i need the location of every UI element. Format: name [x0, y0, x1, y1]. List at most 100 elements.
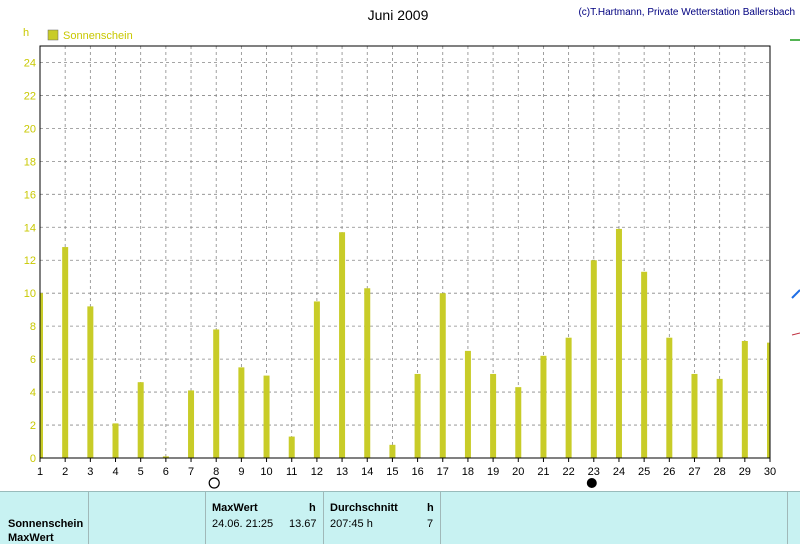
y-tick-label: 0 [30, 453, 36, 465]
stats-separator [88, 492, 89, 544]
bar-day-20 [515, 387, 522, 458]
bar-day-28 [716, 378, 723, 458]
x-tick-label: 28 [714, 466, 726, 478]
bar-day-12 [313, 301, 320, 458]
x-tick-labels: 1 2 3 4 5 6 7 8 9 10 11 12 13 14 15 16 17 18 19 20 21 22 23 24 2… [37, 458, 776, 478]
bar-day-7 [188, 390, 195, 458]
x-tick-label: 1 [37, 466, 43, 478]
y-tick-label: 18 [24, 156, 36, 168]
stats-row-label-maxwert: MaxWert [8, 532, 54, 544]
y-tick-label: 12 [24, 255, 36, 267]
x-tick-label: 21 [537, 466, 549, 478]
x-tick-label: 5 [138, 466, 144, 478]
x-tick-label: 18 [462, 466, 474, 478]
y-tick-label: 14 [24, 222, 36, 234]
bar-day-15 [389, 444, 396, 458]
y-axis-unit: h [23, 27, 29, 39]
x-tick-label: 24 [613, 466, 625, 478]
avg-value: 7 [427, 518, 434, 530]
x-tick-label: 23 [588, 466, 600, 478]
plot-frame [39, 45, 771, 459]
bar-day-17 [439, 293, 446, 458]
x-tick-label: 26 [663, 466, 675, 478]
new-moon-icon [586, 478, 597, 488]
x-tick-label: 2 [62, 466, 68, 478]
bar-day-16 [414, 373, 421, 458]
y-tick-label: 10 [24, 288, 36, 300]
bars-group [40, 228, 770, 458]
x-tick-label: 8 [213, 466, 219, 478]
avg-unit: h [427, 502, 434, 514]
stats-separator [205, 492, 206, 544]
x-tick-label: 7 [188, 466, 194, 478]
bar-day-3 [87, 306, 94, 458]
x-tick-label: 11 [286, 466, 297, 478]
x-tick-label: 12 [311, 466, 323, 478]
bar-day-9 [238, 367, 245, 458]
right-axis-line-fragment [791, 289, 800, 299]
full-moon-icon [208, 477, 220, 489]
x-tick-label: 19 [487, 466, 499, 478]
bar-day-13 [339, 232, 346, 458]
bar-day-26 [666, 337, 673, 458]
bar-day-4 [112, 423, 119, 458]
max-time: 24.06. 21:25 [212, 518, 274, 530]
grid-lines [40, 46, 770, 458]
y-tick-label: 4 [30, 387, 36, 399]
bar-day-8 [213, 329, 220, 458]
y-tick-label: 22 [24, 90, 36, 102]
stats-separator [787, 492, 788, 544]
bar-day-25 [641, 271, 648, 458]
y-tick-label: 16 [24, 189, 36, 201]
bar-day-6 [162, 456, 169, 458]
bar-day-18 [464, 350, 471, 458]
bar-day-27 [691, 373, 698, 458]
y-tick-label: 20 [24, 123, 36, 135]
legend-label: Sonnenschein [63, 30, 133, 42]
legend-swatch [47, 29, 59, 41]
bar-day-30 [767, 342, 770, 458]
bar-day-29 [741, 340, 748, 458]
stats-separator [323, 492, 324, 544]
x-tick-label: 17 [437, 466, 449, 478]
bar-day-22 [565, 337, 572, 458]
stats-panel: Sonnenschein MaxWert MaxWert h 24.06. 21… [0, 491, 800, 544]
bar-day-21 [540, 355, 547, 458]
avg-header: Durchschnitt [330, 502, 398, 514]
bar-day-10 [263, 375, 270, 458]
max-value: 13.67 [289, 518, 317, 530]
x-tick-label: 27 [688, 466, 700, 478]
x-tick-label: 16 [411, 466, 423, 478]
y-tick-label: 6 [30, 354, 36, 366]
sunshine-chart: Juni 2009 (c)T.Hartmann, Private Wetters… [23, 7, 800, 489]
max-unit: h [309, 502, 316, 514]
y-tick-label: 24 [24, 57, 36, 69]
x-tick-label: 22 [562, 466, 574, 478]
x-tick-label: 14 [361, 466, 373, 478]
bar-day-2 [62, 247, 69, 458]
bar-day-1 [40, 293, 43, 458]
avg-total: 207:45 h [330, 518, 373, 530]
x-tick-label: 3 [87, 466, 93, 478]
x-tick-label: 30 [764, 466, 776, 478]
x-tick-label: 29 [739, 466, 751, 478]
bar-day-14 [364, 288, 371, 458]
x-tick-label: 10 [260, 466, 272, 478]
credit-text: (c)T.Hartmann, Private Wetterstation Bal… [578, 7, 795, 18]
bar-day-5 [137, 382, 144, 458]
y-tick-label: 2 [30, 420, 36, 432]
x-tick-label: 15 [386, 466, 398, 478]
x-tick-label: 20 [512, 466, 524, 478]
stats-row-label-sunshine: Sonnenschein [8, 518, 84, 530]
right-axis-line-fragment-2 [791, 332, 800, 336]
x-tick-label: 25 [638, 466, 650, 478]
chart-title: Juni 2009 [368, 7, 429, 23]
x-tick-label: 4 [112, 466, 118, 478]
x-tick-label: 6 [163, 466, 169, 478]
bar-day-24 [615, 228, 622, 458]
y-tick-label: 8 [30, 321, 36, 333]
x-tick-label: 9 [238, 466, 244, 478]
x-tick-label: 13 [336, 466, 348, 478]
bar-day-23 [590, 260, 597, 458]
